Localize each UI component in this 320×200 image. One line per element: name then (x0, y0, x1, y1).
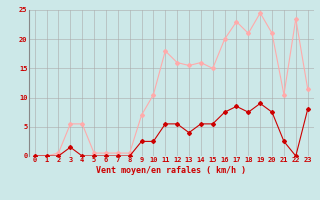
X-axis label: Vent moyen/en rafales ( km/h ): Vent moyen/en rafales ( km/h ) (96, 166, 246, 175)
